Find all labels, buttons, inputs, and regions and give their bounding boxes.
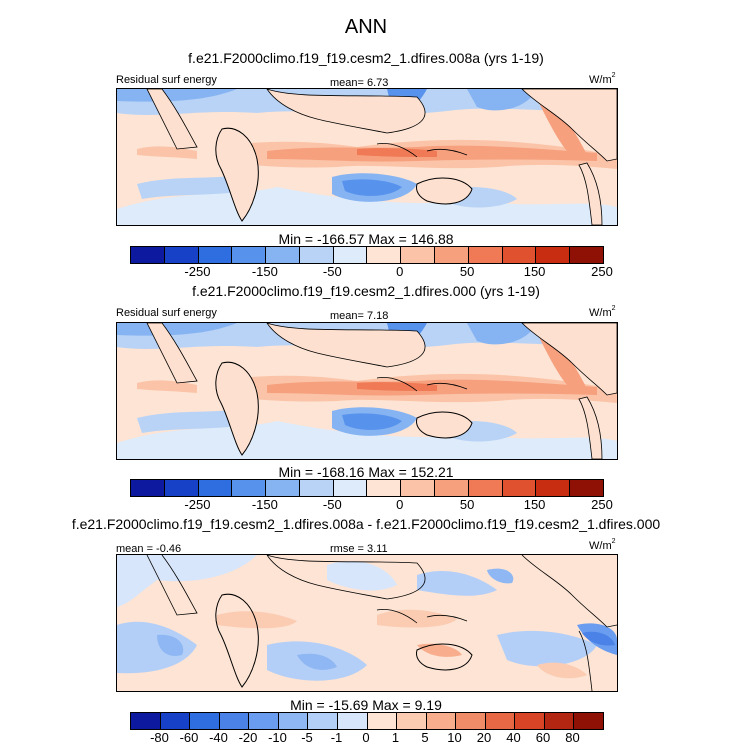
colorbar-tick-label: -40: [209, 730, 228, 745]
colorbar-tick-label: -150: [251, 264, 278, 279]
figure-title: ANN: [344, 16, 388, 38]
colorbar-tick-label: 10: [447, 730, 462, 745]
panel-1-colorbar: [130, 246, 604, 264]
colorbar-segment: [308, 713, 338, 729]
colorbar-segment: [219, 713, 250, 729]
colorbar-tick-label: 150: [523, 497, 546, 512]
panel-3-colorbar: [130, 712, 604, 730]
colorbar-tick-label: 250: [591, 264, 613, 279]
panel-2-units: W/m2: [589, 305, 616, 319]
colorbar-segment: [164, 480, 199, 496]
colorbar-tick-label: -150: [251, 497, 278, 512]
colorbar-segment: [278, 713, 309, 729]
panel-2-minmax: Min = -168.16 Max = 152.21: [278, 464, 454, 480]
colorbar-segment: [570, 247, 603, 263]
colorbar-segment: [468, 480, 503, 496]
colorbar-tick-label: 1: [391, 730, 400, 745]
panel-1-units: W/m2: [589, 72, 616, 86]
colorbar-segment: [468, 247, 503, 263]
colorbar-tick-label: -50: [322, 497, 342, 512]
colorbar-tick-label: 20: [476, 730, 492, 745]
colorbar-segment: [337, 713, 368, 729]
colorbar-segment: [401, 480, 436, 496]
colorbar-tick-label: 0: [362, 730, 370, 745]
colorbar-segment: [198, 247, 233, 263]
colorbar-segment: [485, 713, 516, 729]
colorbar-segment: [502, 247, 537, 263]
panel-1-map: [116, 88, 618, 226]
colorbar-segment: [232, 247, 267, 263]
panel-3-colorbar-labels: -80 -60 -40 -20 -10 -5 -1 0 1 5 10 20 40 60 80: [130, 730, 602, 746]
colorbar-tick-label: -60: [179, 730, 199, 745]
colorbar-segment: [249, 713, 279, 729]
colorbar-segment: [502, 480, 537, 496]
panel-3-map: [116, 554, 618, 692]
colorbar-tick-label: 50: [459, 497, 475, 512]
colorbar-tick-label: 0: [396, 264, 404, 279]
colorbar-segment: [367, 480, 402, 496]
colorbar-segment: [426, 713, 457, 729]
panel-2-title: f.e21.F2000climo.f19_f19.cesm2_1.dfires.…: [192, 283, 540, 299]
colorbar-tick-label: 5: [421, 730, 429, 745]
colorbar-segment: [456, 713, 486, 729]
panel-3-mean-label: mean = -0.46: [116, 543, 182, 555]
colorbar-segment: [164, 247, 199, 263]
colorbar-tick-label: -1: [330, 730, 343, 745]
colorbar-segment: [570, 480, 603, 496]
colorbar-segment: [544, 713, 575, 729]
panel-1-title: f.e21.F2000climo.f19_f19.cesm2_1.dfires.…: [188, 50, 544, 66]
colorbar-tick-label: 250: [591, 497, 613, 512]
panel-3-rmse-label: rmse = 3.11: [330, 543, 388, 555]
colorbar-segment: [367, 247, 402, 263]
colorbar-segment: [333, 247, 368, 263]
colorbar-tick-label: -80: [150, 730, 169, 745]
colorbar-tick-label: 50: [459, 264, 475, 279]
colorbar-tick-label: -5: [301, 730, 313, 745]
colorbar-segment: [401, 247, 436, 263]
panel-3-title: f.e21.F2000climo.f19_f19.cesm2_1.dfires.…: [71, 516, 661, 532]
panel-2-colorbar-labels: -250 -150 -50 0 50 150 250: [130, 497, 612, 513]
colorbar-segment: [515, 713, 545, 729]
colorbar-tick-label: -250: [184, 497, 211, 512]
panel-1-minmax: Min = -166.57 Max = 146.88: [278, 231, 454, 247]
colorbar-segment: [299, 247, 334, 263]
colorbar-tick-label: 40: [506, 730, 521, 745]
colorbar-tick-label: 80: [565, 730, 580, 745]
panel-1-variable-label: Residual surf energy: [116, 74, 217, 86]
colorbar-segment: [367, 713, 398, 729]
colorbar-segment: [333, 480, 368, 496]
colorbar-segment: [397, 713, 427, 729]
colorbar-segment: [536, 480, 571, 496]
colorbar-tick-label: -20: [238, 730, 258, 745]
panel-3-minmax: Min = -15.69 Max = 9.19: [290, 697, 442, 713]
colorbar-segment: [131, 247, 165, 263]
colorbar-segment: [266, 247, 300, 263]
panel-2-variable-label: Residual surf energy: [116, 307, 217, 319]
colorbar-segment: [574, 713, 603, 729]
colorbar-segment: [131, 713, 161, 729]
colorbar-segment: [299, 480, 334, 496]
colorbar-segment: [435, 247, 469, 263]
colorbar-segment: [266, 480, 300, 496]
panel-3-units: W/m2: [589, 538, 616, 552]
colorbar-tick-label: -50: [322, 264, 342, 279]
colorbar-segment: [190, 713, 220, 729]
colorbar-tick-label: 150: [523, 264, 546, 279]
panel-1-mean-label: mean= 6.73: [330, 77, 389, 89]
panel-2-map: [116, 322, 618, 460]
colorbar-segment: [131, 480, 165, 496]
panel-2-mean-label: mean= 7.18: [330, 310, 389, 322]
colorbar-segment: [435, 480, 469, 496]
colorbar-tick-label: -10: [268, 730, 287, 745]
panel-1-colorbar-labels: -250 -150 -50 0 50 150 250: [130, 264, 612, 280]
colorbar-tick-label: 0: [396, 497, 404, 512]
colorbar-tick-label: -250: [184, 264, 211, 279]
colorbar-segment: [232, 480, 267, 496]
colorbar-tick-label: 60: [535, 730, 551, 745]
colorbar-segment: [160, 713, 191, 729]
colorbar-segment: [198, 480, 233, 496]
colorbar-segment: [536, 247, 571, 263]
panel-2-colorbar: [130, 479, 604, 497]
